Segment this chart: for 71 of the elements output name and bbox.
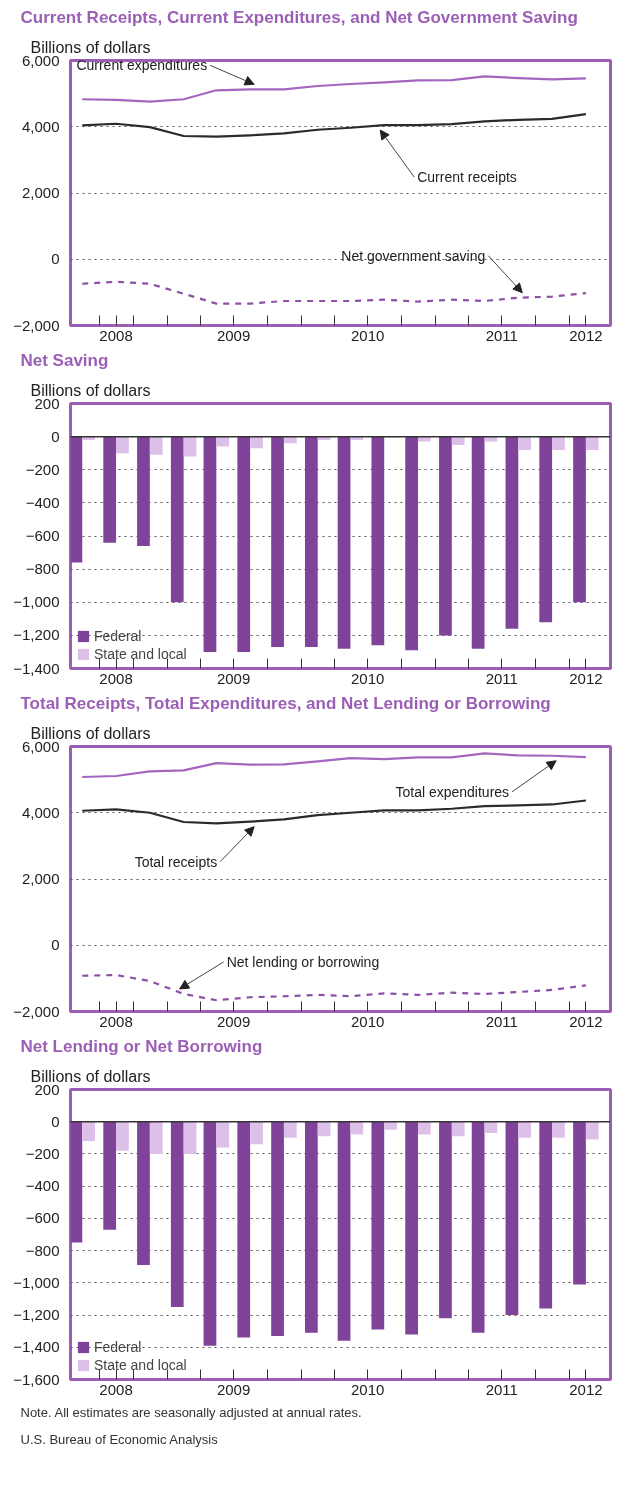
text: Total receipts: [134, 853, 218, 870]
x-tick-label: 2012: [569, 669, 603, 687]
legend-label: Federal: [94, 1339, 142, 1355]
x-tick-label: 2009: [216, 326, 251, 344]
y-axis-title: Billions of dollars: [30, 38, 151, 56]
line-series: [81, 280, 587, 305]
chart-title: Current Receipts, Current Expenditures, and Net Government Saving: [20, 7, 578, 27]
x-tick-label: 2012: [569, 1012, 603, 1030]
x-tick-label: 2008: [99, 669, 133, 687]
y-axis-title: Billions of dollars: [30, 1067, 151, 1085]
y-tick-label: −1,200: [13, 626, 60, 644]
series-label: Current expenditures: [76, 57, 208, 74]
legend-label: State and local: [94, 1357, 187, 1373]
x-tick-label: 2010: [351, 1380, 385, 1398]
y-tick-label: 4,000: [21, 117, 60, 135]
x-tick-label: 2012: [569, 326, 603, 344]
y-tick-label: 0: [51, 427, 60, 445]
y-tick-label: −1,400: [13, 1338, 60, 1356]
x-tick-label: 2011: [485, 1012, 518, 1030]
x-tick-label: 2010: [351, 1012, 385, 1030]
x-tick-label: 2011: [485, 1380, 518, 1398]
x-tick-label: 2010: [351, 326, 385, 344]
y-tick-label: −1,600: [13, 1370, 60, 1388]
line-series: [81, 973, 587, 1002]
x-tick-label: 2012: [569, 1380, 603, 1398]
y-tick-label: −600: [25, 1209, 60, 1227]
line-series: [81, 75, 587, 103]
y-tick-label: 2,000: [21, 184, 60, 201]
y-tick-label: −200: [25, 1144, 60, 1162]
y-tick-label: −1,400: [13, 659, 60, 677]
x-tick-label: 2008: [99, 1380, 133, 1398]
y-tick-label: 2,000: [21, 870, 60, 887]
y-tick-label: −1,000: [13, 1273, 60, 1291]
line-series: [81, 799, 587, 825]
legend-label: State and local: [94, 646, 187, 662]
y-tick-label: −200: [25, 460, 60, 478]
y-tick-label: −400: [25, 1177, 60, 1195]
x-tick-label: 2008: [99, 326, 133, 344]
x-tick-label: 2008: [99, 1012, 133, 1030]
y-axis-title: Billions of dollars: [30, 724, 151, 742]
series-label: Total expenditures: [395, 783, 510, 800]
x-tick-label: 2009: [216, 1380, 251, 1398]
y-tick-label: 4,000: [21, 803, 60, 821]
y-tick-label: 0: [51, 1112, 60, 1130]
y-axis-title: Billions of dollars: [30, 381, 151, 399]
chart-title: Net Lending or Net Borrowing: [20, 1036, 263, 1056]
y-tick-label: −2,000: [13, 1002, 60, 1020]
text: Current receipts: [417, 169, 517, 186]
y-tick-label: −2,000: [13, 316, 60, 334]
series-label: Net lending or borrowing: [226, 953, 380, 970]
text: U.S. Bureau of Economic Analysis: [20, 1431, 219, 1447]
x-tick-label: 2009: [216, 669, 251, 687]
x-tick-label: 2010: [351, 669, 385, 687]
text: Net government saving: [341, 247, 486, 264]
y-tick-label: −600: [25, 527, 60, 544]
line-series: [81, 752, 587, 779]
text: Note. All estimates are seasonally adjusted at annual rates.: [20, 1404, 362, 1420]
legend-label: Federal: [94, 628, 142, 644]
y-tick-label: −800: [25, 560, 60, 578]
chart-title: Net Saving: [20, 350, 109, 370]
y-tick-label: −1,200: [13, 1306, 60, 1324]
y-tick-label: −1,000: [13, 593, 60, 611]
x-tick-label: 2009: [216, 1012, 251, 1030]
y-tick-label: −800: [25, 1241, 60, 1259]
y-tick-label: 0: [51, 250, 60, 268]
chart-title: Total Receipts, Total Expenditures, and Net Lending or Borrowing: [20, 693, 551, 713]
line-series: [81, 113, 587, 138]
y-tick-label: 0: [51, 936, 60, 954]
y-tick-label: −400: [25, 493, 60, 511]
x-tick-label: 2011: [485, 669, 518, 687]
x-tick-label: 2011: [485, 326, 518, 344]
